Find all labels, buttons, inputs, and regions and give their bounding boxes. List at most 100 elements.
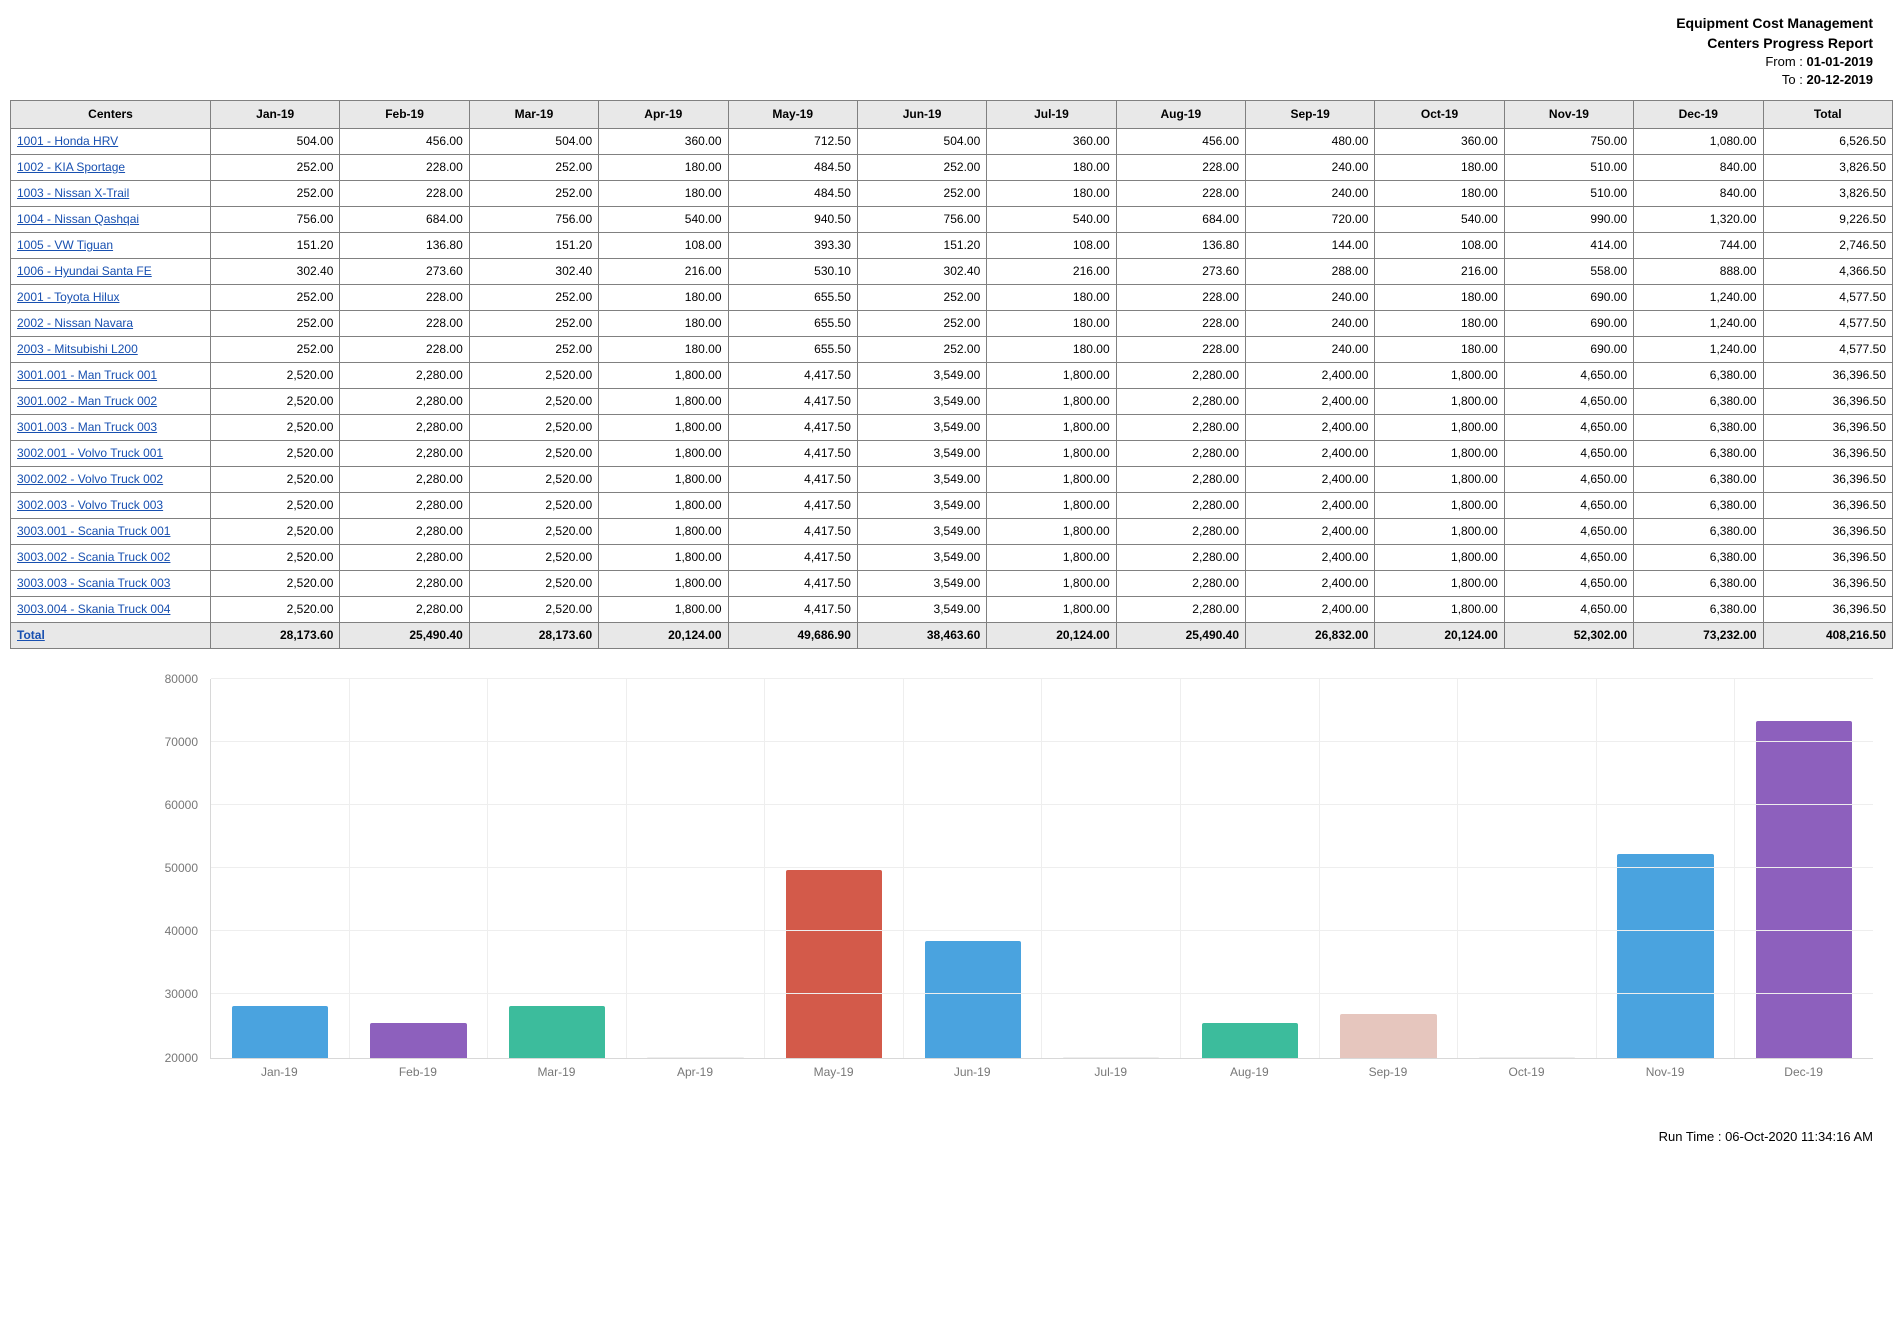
- value-cell: 4,417.50: [728, 362, 857, 388]
- table-row: 1002 - KIA Sportage252.00228.00252.00180…: [11, 154, 1893, 180]
- table-row: 1004 - Nissan Qashqai756.00684.00756.005…: [11, 206, 1893, 232]
- center-link[interactable]: 3001.002 - Man Truck 002: [17, 394, 157, 408]
- chart-bar[interactable]: [786, 870, 882, 1058]
- col-mar-19: Mar-19: [469, 100, 598, 128]
- bar-slot: [1042, 679, 1181, 1058]
- value-cell: 684.00: [340, 206, 469, 232]
- value-cell: 4,417.50: [728, 518, 857, 544]
- chart-wrap: 20000300004000050000600007000080000 Jan-…: [0, 649, 1903, 1089]
- value-cell: 2,280.00: [340, 596, 469, 622]
- center-link[interactable]: 2003 - Mitsubishi L200: [17, 342, 138, 356]
- chart-bar[interactable]: [1617, 854, 1713, 1058]
- center-link[interactable]: 2002 - Nissan Navara: [17, 316, 133, 330]
- gridline: [211, 804, 1873, 805]
- value-cell: 393.30: [728, 232, 857, 258]
- center-link[interactable]: 3003.004 - Skania Truck 004: [17, 602, 170, 616]
- chart-bar[interactable]: [232, 1006, 328, 1058]
- chart-bar[interactable]: [1202, 1023, 1298, 1058]
- center-link[interactable]: 1001 - Honda HRV: [17, 134, 118, 148]
- center-cell: 2001 - Toyota Hilux: [11, 284, 211, 310]
- chart-bar[interactable]: [1063, 1057, 1159, 1058]
- value-cell: 4,366.50: [1763, 258, 1893, 284]
- chart-bar[interactable]: [1756, 721, 1852, 1057]
- value-cell: 252.00: [469, 336, 598, 362]
- value-cell: 36,396.50: [1763, 544, 1893, 570]
- value-cell: 1,800.00: [987, 388, 1116, 414]
- value-cell: 1,800.00: [987, 518, 1116, 544]
- center-link[interactable]: 1006 - Hyundai Santa FE: [17, 264, 152, 278]
- value-cell: 510.00: [1504, 180, 1633, 206]
- value-cell: 2,520.00: [469, 544, 598, 570]
- value-cell: 6,380.00: [1634, 544, 1763, 570]
- value-cell: 302.40: [469, 258, 598, 284]
- center-cell: 1002 - KIA Sportage: [11, 154, 211, 180]
- value-cell: 228.00: [340, 336, 469, 362]
- center-link[interactable]: 3002.002 - Volvo Truck 002: [17, 472, 163, 486]
- center-link[interactable]: 2001 - Toyota Hilux: [17, 290, 120, 304]
- center-cell: 1001 - Honda HRV: [11, 128, 211, 154]
- center-link[interactable]: 3001.003 - Man Truck 003: [17, 420, 157, 434]
- value-cell: 2,520.00: [211, 518, 340, 544]
- chart-bar[interactable]: [1479, 1057, 1575, 1058]
- value-cell: 2,520.00: [211, 544, 340, 570]
- value-cell: 1,800.00: [1375, 570, 1504, 596]
- chart-bar[interactable]: [925, 941, 1021, 1058]
- table-row: 1003 - Nissan X-Trail252.00228.00252.001…: [11, 180, 1893, 206]
- value-cell: 1,800.00: [599, 492, 728, 518]
- report-date-from: From : 01-01-2019: [10, 53, 1873, 71]
- chart-bar[interactable]: [647, 1057, 743, 1058]
- value-cell: 2,520.00: [469, 414, 598, 440]
- center-link[interactable]: 1003 - Nissan X-Trail: [17, 186, 129, 200]
- value-cell: 3,549.00: [857, 596, 986, 622]
- bar-slot: [1597, 679, 1736, 1058]
- center-link[interactable]: 3002.003 - Volvo Truck 003: [17, 498, 163, 512]
- value-cell: 4,650.00: [1504, 492, 1633, 518]
- value-cell: 180.00: [987, 180, 1116, 206]
- value-cell: 228.00: [1116, 310, 1245, 336]
- value-cell: 2,400.00: [1246, 570, 1375, 596]
- value-cell: 1,800.00: [1375, 466, 1504, 492]
- value-cell: 180.00: [987, 284, 1116, 310]
- value-cell: 151.20: [857, 232, 986, 258]
- value-cell: 484.50: [728, 180, 857, 206]
- table-body: 1001 - Honda HRV504.00456.00504.00360.00…: [11, 128, 1893, 648]
- value-cell: 3,549.00: [857, 544, 986, 570]
- gridline: [211, 930, 1873, 931]
- table-total-row: Total28,173.6025,490.4028,173.6020,124.0…: [11, 622, 1893, 648]
- value-cell: 4,650.00: [1504, 596, 1633, 622]
- center-link[interactable]: 3003.003 - Scania Truck 003: [17, 576, 170, 590]
- bar-slot: [1181, 679, 1320, 1058]
- center-link[interactable]: 3003.001 - Scania Truck 001: [17, 524, 170, 538]
- value-cell: 2,280.00: [340, 414, 469, 440]
- center-link[interactable]: 1005 - VW Tiguan: [17, 238, 113, 252]
- value-cell: 6,380.00: [1634, 518, 1763, 544]
- gridline: [211, 993, 1873, 994]
- bar-slot: [1735, 679, 1873, 1058]
- value-cell: 180.00: [987, 310, 1116, 336]
- table-row: 3003.004 - Skania Truck 0042,520.002,280…: [11, 596, 1893, 622]
- value-cell: 684.00: [1116, 206, 1245, 232]
- value-cell: 36,396.50: [1763, 440, 1893, 466]
- center-link[interactable]: 3003.002 - Scania Truck 002: [17, 550, 170, 564]
- value-cell: 1,240.00: [1634, 310, 1763, 336]
- value-cell: 3,549.00: [857, 492, 986, 518]
- value-cell: 2,280.00: [340, 466, 469, 492]
- chart-bar[interactable]: [509, 1006, 605, 1058]
- bar-slot: [1320, 679, 1459, 1058]
- value-cell: 2,280.00: [1116, 388, 1245, 414]
- value-cell: 1,800.00: [987, 466, 1116, 492]
- chart-bar[interactable]: [1340, 1014, 1436, 1057]
- center-link[interactable]: 3002.001 - Volvo Truck 001: [17, 446, 163, 460]
- value-cell: 6,380.00: [1634, 414, 1763, 440]
- bar-slot: [765, 679, 904, 1058]
- center-link[interactable]: 3001.001 - Man Truck 001: [17, 368, 157, 382]
- center-link[interactable]: 1002 - KIA Sportage: [17, 160, 125, 174]
- to-date: 20-12-2019: [1807, 72, 1874, 87]
- total-link[interactable]: Total: [17, 628, 45, 642]
- value-cell: 1,800.00: [987, 544, 1116, 570]
- chart-bar[interactable]: [370, 1023, 466, 1058]
- value-cell: 2,280.00: [1116, 570, 1245, 596]
- center-link[interactable]: 1004 - Nissan Qashqai: [17, 212, 139, 226]
- value-cell: 228.00: [340, 154, 469, 180]
- runtime-label: Run Time :: [1659, 1129, 1725, 1144]
